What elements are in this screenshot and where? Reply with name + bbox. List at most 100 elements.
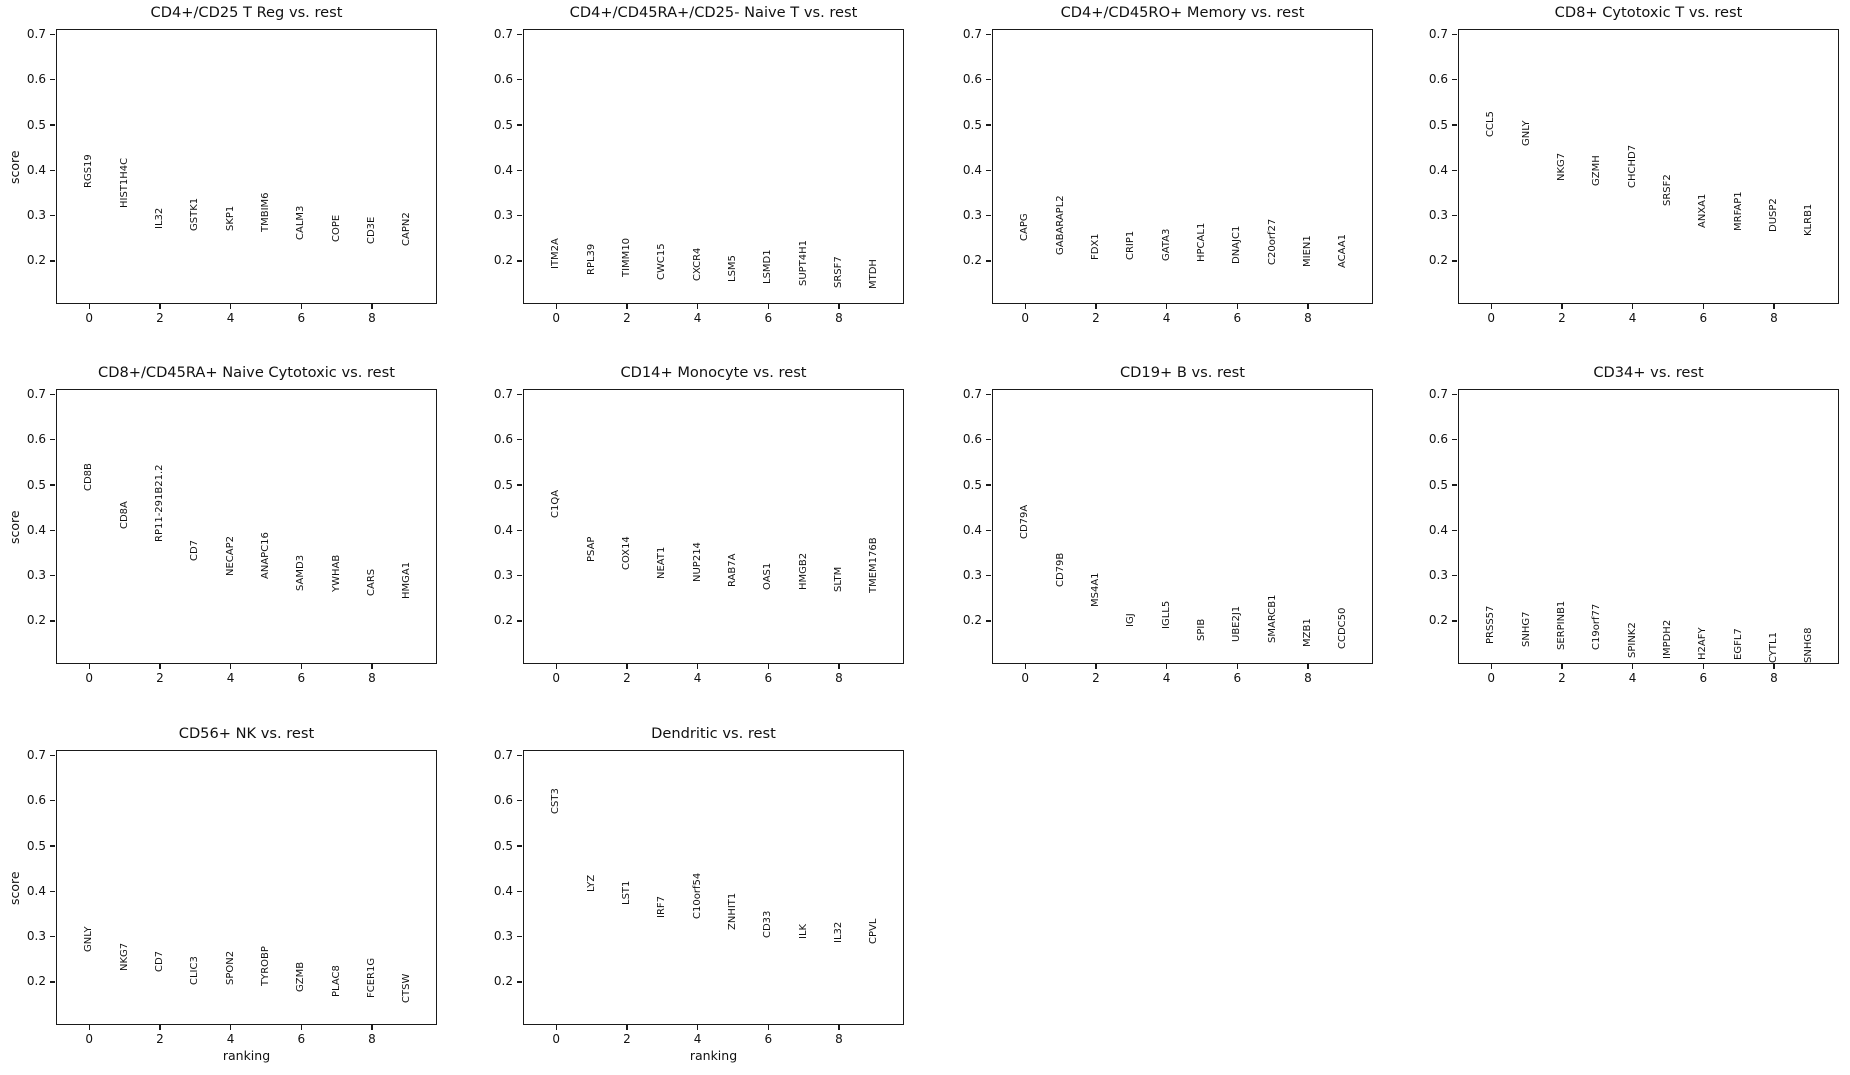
x-tick-mark bbox=[1095, 304, 1097, 309]
plot-frame bbox=[56, 29, 437, 304]
x-tick-label: 8 bbox=[368, 1032, 376, 1046]
y-tick-mark bbox=[517, 214, 522, 217]
gene-label: HMGB2 bbox=[797, 553, 809, 591]
y-tick-mark bbox=[986, 393, 991, 396]
x-tick-label: 4 bbox=[693, 671, 702, 685]
x-tick-label: 2 bbox=[1558, 311, 1566, 325]
y-tick-label: 0.2 bbox=[1428, 253, 1448, 268]
gene-label: FDX1 bbox=[1089, 232, 1101, 260]
y-tick-label: 0.6 bbox=[1428, 432, 1448, 447]
gene-label: CHCHD7 bbox=[1626, 144, 1638, 189]
plot-frame bbox=[1458, 29, 1839, 304]
x-tick-mark bbox=[1490, 304, 1492, 309]
gene-label: SNHG8 bbox=[1803, 627, 1815, 663]
gene-label: DNAJC1 bbox=[1231, 225, 1243, 264]
plot-frame bbox=[523, 29, 904, 304]
x-tick-mark bbox=[300, 1025, 302, 1030]
gene-label: SPIB bbox=[1195, 618, 1207, 641]
y-tick-mark bbox=[517, 260, 522, 262]
x-tick-mark bbox=[767, 1025, 769, 1030]
x-tick-mark bbox=[838, 664, 840, 669]
x-tick-mark bbox=[696, 664, 699, 669]
gene-label: SKP1 bbox=[224, 205, 236, 232]
plot-title: CD19+ B vs. rest bbox=[1119, 364, 1246, 381]
x-tick-mark bbox=[838, 304, 840, 309]
gene-label: TMEM176B bbox=[868, 537, 880, 593]
plot-frame bbox=[992, 29, 1373, 304]
gene-label: CALM3 bbox=[295, 205, 307, 241]
y-tick-mark bbox=[50, 79, 55, 81]
gene-label: SPON2 bbox=[224, 951, 236, 986]
y-tick-label: 0.4 bbox=[962, 162, 982, 177]
plot-frame bbox=[56, 750, 437, 1025]
x-tick-label: 6 bbox=[764, 1032, 773, 1046]
y-tick-mark bbox=[50, 214, 55, 217]
y-tick-mark bbox=[50, 574, 55, 577]
gene-label: CCDC50 bbox=[1337, 607, 1349, 649]
gene-label: SNHG7 bbox=[1520, 611, 1532, 648]
y-tick-label: 0.4 bbox=[1428, 162, 1448, 177]
y-tick-label: 0.4 bbox=[26, 883, 46, 898]
plot-frame bbox=[992, 389, 1373, 664]
gene-label: CD8B bbox=[83, 463, 95, 492]
x-tick-label: 6 bbox=[764, 671, 773, 685]
gene-label: C19orf77 bbox=[1591, 604, 1603, 651]
y-tick-mark bbox=[517, 754, 522, 757]
x-tick-label: 6 bbox=[1699, 671, 1708, 685]
gene-label: CWC15 bbox=[656, 242, 668, 280]
y-tick-label: 0.7 bbox=[1428, 386, 1448, 401]
x-tick-mark bbox=[626, 664, 628, 669]
plot-title: CD4+/CD45RO+ Memory vs. rest bbox=[1060, 4, 1305, 21]
y-tick-label: 0.6 bbox=[493, 72, 513, 87]
y-tick-label: 0.6 bbox=[962, 432, 982, 447]
gene-label: RGS19 bbox=[83, 154, 95, 189]
gene-label: IL32 bbox=[832, 922, 844, 944]
x-tick-label: 4 bbox=[693, 311, 702, 325]
y-tick-label: 0.3 bbox=[26, 208, 46, 223]
x-tick-label: 2 bbox=[1092, 671, 1100, 685]
y-tick-mark bbox=[1452, 124, 1457, 126]
subplot-7: CD19+ B vs. rest 0.7 0.6 0.5 0.4 0.3 0.2 0 2 4 6 8 C… bbox=[963, 364, 1373, 685]
gene-label: YWHAB bbox=[330, 554, 342, 592]
gene-label: IGJ bbox=[1125, 613, 1137, 627]
gene-label: IL32 bbox=[153, 207, 165, 229]
y-tick-mark bbox=[50, 393, 55, 396]
gene-label: CD79B bbox=[1054, 552, 1066, 587]
gene-label: C10orf54 bbox=[691, 872, 703, 919]
y-tick-mark bbox=[50, 981, 55, 983]
y-tick-label: 0.3 bbox=[962, 208, 982, 223]
x-tick-mark bbox=[1773, 304, 1775, 309]
x-tick-mark bbox=[1236, 664, 1238, 669]
x-tick-mark bbox=[1165, 664, 1168, 669]
gene-label: ANAPC16 bbox=[259, 531, 271, 579]
gene-label: H2AFY bbox=[1697, 627, 1709, 660]
plot-title: CD34+ vs. rest bbox=[1593, 364, 1704, 381]
y-tick-mark bbox=[986, 439, 991, 441]
gene-label: CARS bbox=[365, 569, 377, 597]
gene-label: MZB1 bbox=[1301, 618, 1313, 647]
y-tick-mark bbox=[517, 169, 522, 172]
gene-label: CYTL1 bbox=[1767, 631, 1779, 663]
y-tick-label: 0.6 bbox=[493, 793, 513, 808]
y-tick-mark bbox=[986, 620, 991, 622]
y-tick-label: 0.2 bbox=[962, 253, 982, 268]
y-tick-mark bbox=[517, 574, 522, 577]
y-axis-label: score bbox=[7, 149, 22, 184]
gene-label: CST3 bbox=[550, 788, 562, 814]
x-tick-label: 2 bbox=[156, 671, 164, 685]
y-tick-mark bbox=[986, 214, 991, 217]
y-tick-mark bbox=[50, 754, 55, 757]
subplot-10: Dendritic vs. rest 0.7 0.6 0.5 0.4 0.3 0.2 0 2 4 6… bbox=[494, 725, 904, 1063]
x-tick-mark bbox=[626, 1025, 628, 1030]
gene-label: TMBIM6 bbox=[259, 192, 271, 233]
plot-frame bbox=[56, 389, 437, 664]
x-tick-mark bbox=[371, 1025, 373, 1030]
y-tick-label: 0.6 bbox=[1428, 72, 1448, 87]
x-tick-label: 2 bbox=[623, 311, 631, 325]
x-tick-mark bbox=[1561, 664, 1563, 669]
x-tick-label: 0 bbox=[1487, 671, 1496, 685]
y-tick-mark bbox=[1452, 260, 1457, 262]
y-tick-mark bbox=[1452, 79, 1457, 81]
y-tick-mark bbox=[1452, 33, 1457, 36]
gene-label: CD7 bbox=[153, 951, 165, 973]
